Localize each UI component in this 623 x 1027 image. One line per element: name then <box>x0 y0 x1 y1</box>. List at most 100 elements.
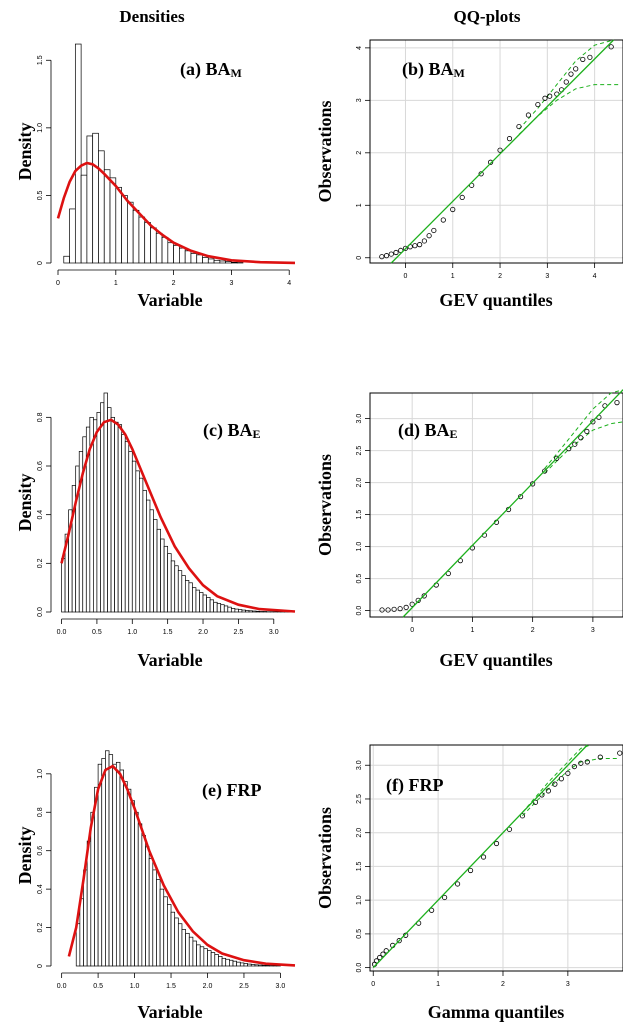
qq-point <box>568 71 574 77</box>
histogram-bar <box>219 260 226 264</box>
histogram-bar <box>190 253 198 264</box>
histogram-bar <box>261 964 267 967</box>
histogram-bar <box>114 421 119 613</box>
x-tick-label: 1.0 <box>127 629 137 636</box>
histogram-bar <box>146 499 151 613</box>
qq-point <box>590 419 596 425</box>
panel-label-main: (b) BA <box>402 59 454 80</box>
histogram-bar <box>225 261 232 264</box>
y-tick-label: 0.0 <box>356 606 363 616</box>
histogram-bar <box>174 565 179 613</box>
y-axis-title: Density <box>15 827 35 885</box>
panel-b: 0 1 2 3 4 0 1 2 3 4 (b) BAM GEV quantiles Observatio… <box>315 39 623 310</box>
histogram-bar <box>255 610 260 613</box>
y-tick-label: 1.0 <box>37 123 44 133</box>
histogram-bar <box>245 610 250 613</box>
y-tick-label: 1.0 <box>356 542 363 552</box>
histogram-bar <box>174 917 179 967</box>
histogram-bar <box>149 509 154 613</box>
panel-label: (a) BAM <box>180 59 242 80</box>
histogram-bar <box>199 946 205 967</box>
x-tick-label: 0.5 <box>93 983 103 990</box>
reference-line <box>390 39 615 264</box>
histogram-bar <box>141 834 146 967</box>
x-tick-label: 1.0 <box>130 983 140 990</box>
y-axis-title: Observations <box>315 807 335 909</box>
histogram-bar <box>170 560 176 613</box>
qq-point <box>506 826 513 832</box>
qq-point <box>373 958 380 964</box>
x-tick-label: 1.5 <box>163 629 173 636</box>
histogram-bar <box>93 419 98 613</box>
histogram-bar <box>107 407 112 613</box>
histogram-bar <box>117 424 123 613</box>
column-title-qqplots: QQ-plots <box>453 7 520 26</box>
y-tick-label: 0 <box>37 261 44 265</box>
qq-point <box>379 607 385 613</box>
y-tick-label: 0.2 <box>37 923 44 933</box>
histogram-bar <box>90 811 95 967</box>
qq-point <box>493 840 500 847</box>
y-tick-label: 0.6 <box>37 461 44 471</box>
histogram-bar <box>236 961 241 967</box>
histogram-bar <box>214 954 219 967</box>
qq-point <box>421 238 427 244</box>
histogram-bar <box>229 959 234 967</box>
histogram-bar <box>227 606 232 613</box>
qq-point <box>442 894 448 901</box>
histogram-bar <box>203 948 208 967</box>
histogram-bar <box>247 963 252 967</box>
histogram-bar <box>126 788 132 967</box>
y-tick-label: 2.5 <box>356 446 363 456</box>
qq-point <box>554 455 560 461</box>
histogram-bar <box>210 952 216 967</box>
y-axis-title: Observations <box>315 454 335 556</box>
histogram-bar <box>145 846 150 967</box>
histogram-bar <box>100 402 105 613</box>
histogram-bar <box>138 216 146 264</box>
qq-point <box>578 435 584 441</box>
panel-label-main: (c) BA <box>203 420 252 441</box>
histogram-bar <box>123 781 128 967</box>
qq-point <box>391 606 397 612</box>
y-tick-label: 0.0 <box>356 963 363 973</box>
envelope-lower <box>544 421 623 474</box>
x-tick-label: 3.0 <box>276 983 286 990</box>
panel-e: 0.0 0.5 1.0 1.5 2.0 2.5 3.0 0 0.2 0.4 0.6 0.8 1.0 (e)… <box>15 750 296 1022</box>
qq-point <box>377 954 383 961</box>
y-tick-label: 3.0 <box>356 760 363 770</box>
histogram-bar <box>195 589 200 613</box>
histogram-bar <box>152 869 157 967</box>
histogram-bar <box>223 605 229 613</box>
y-tick-label: 1.0 <box>37 769 44 779</box>
histogram-bar <box>86 135 94 264</box>
qq-point <box>497 147 503 153</box>
x-tick-label: 0.0 <box>57 983 67 990</box>
histogram-bar <box>69 208 76 264</box>
qq-point <box>584 428 590 434</box>
histogram-bar <box>231 261 238 264</box>
histogram-bar <box>101 758 106 967</box>
histogram-bar <box>159 888 165 967</box>
qq-point <box>467 867 474 874</box>
x-tick-label: 2.0 <box>198 629 208 636</box>
plot-frame <box>369 392 623 618</box>
qq-point <box>525 112 532 118</box>
qq-point <box>396 938 402 944</box>
y-axis-title: Observations <box>315 100 335 202</box>
qq-point <box>397 606 403 612</box>
histogram-bar <box>206 597 211 613</box>
histogram-bar <box>156 879 161 967</box>
x-tick-label: 3.0 <box>269 629 279 636</box>
histogram-bar <box>124 441 130 613</box>
histogram-bar <box>119 769 124 967</box>
histogram-bar <box>163 896 168 967</box>
histogram-bar <box>232 960 238 967</box>
histogram-bar <box>213 259 221 264</box>
histogram-bar <box>173 245 180 264</box>
histogram-bar <box>160 538 165 613</box>
x-tick-label: 0 <box>404 273 408 280</box>
histogram-bar <box>177 923 183 967</box>
y-tick-label: 0.4 <box>37 510 44 520</box>
